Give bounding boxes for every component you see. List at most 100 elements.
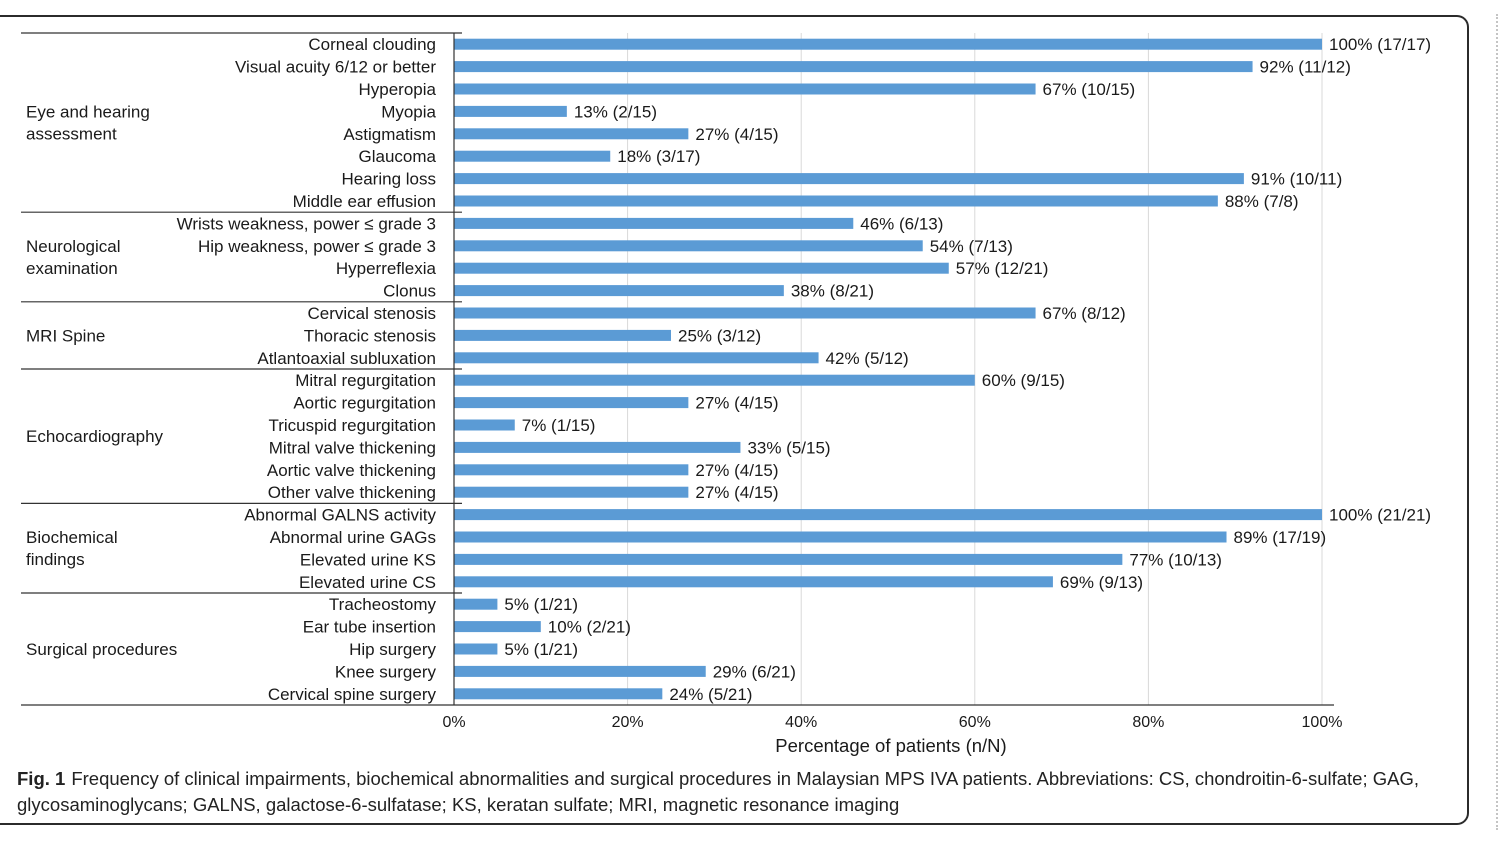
category-label: Other valve thickening	[268, 483, 436, 502]
data-label: 57% (12/21)	[956, 259, 1049, 278]
bar	[454, 128, 689, 140]
bar	[454, 105, 567, 117]
category-label: Knee surgery	[335, 662, 437, 681]
data-label: 88% (7/8)	[1225, 192, 1299, 211]
data-label: 27% (4/15)	[695, 461, 778, 480]
category-label: Cervical stenosis	[308, 304, 437, 323]
bar	[454, 61, 1253, 73]
category-label: Glaucoma	[359, 147, 437, 166]
category-label: Astigmatism	[343, 125, 436, 144]
bar	[454, 173, 1244, 185]
category-label: Myopia	[381, 102, 436, 121]
data-label: 89% (17/19)	[1234, 528, 1327, 547]
data-label: 27% (4/15)	[695, 483, 778, 502]
x-tick-label: 100%	[1302, 714, 1343, 731]
data-label: 54% (7/13)	[930, 237, 1013, 256]
category-label: Atlantoaxial subluxation	[257, 349, 436, 368]
bar	[454, 598, 498, 610]
bar	[454, 150, 611, 162]
data-label: 33% (5/15)	[747, 438, 830, 457]
group-label: MRI Spine	[26, 326, 105, 345]
data-label: 25% (3/12)	[678, 326, 761, 345]
data-label: 7% (1/15)	[522, 416, 596, 435]
data-label: 38% (8/21)	[791, 282, 874, 301]
category-label: Elevated urine CS	[299, 573, 436, 592]
data-label: 5% (1/21)	[504, 595, 578, 614]
bar	[454, 688, 663, 700]
bar	[454, 262, 949, 274]
category-label: Tracheostomy	[329, 595, 437, 614]
x-tick-label: 80%	[1132, 714, 1164, 731]
data-label: 29% (6/21)	[713, 662, 796, 681]
category-label: Hyperreflexia	[336, 259, 437, 278]
bar	[454, 621, 541, 633]
x-tick-label: 20%	[612, 714, 644, 731]
page-edge-divider	[1496, 14, 1498, 830]
data-label: 42% (5/12)	[826, 349, 909, 368]
bar	[454, 217, 854, 229]
x-tick-label: 60%	[959, 714, 991, 731]
category-label: Hyperopia	[359, 80, 437, 99]
category-label: Tricuspid regurgitation	[268, 416, 436, 435]
group-label: Surgical procedures	[26, 640, 177, 659]
category-label: Middle ear effusion	[293, 192, 436, 211]
category-label: Ear tube insertion	[303, 618, 436, 637]
bar	[454, 441, 741, 453]
category-label: Hip surgery	[349, 640, 436, 659]
data-label: 77% (10/13)	[1129, 550, 1222, 569]
category-label: Mitral regurgitation	[295, 371, 436, 390]
bar	[454, 307, 1036, 319]
bar	[454, 486, 689, 498]
data-label: 69% (9/13)	[1060, 573, 1143, 592]
x-tick-label: 0%	[442, 714, 465, 731]
category-label: Abnormal GALNS activity	[244, 506, 436, 525]
category-label: Wrists weakness, power ≤ grade 3	[177, 214, 436, 233]
category-label: Aortic valve thickening	[267, 461, 436, 480]
data-label: 67% (8/12)	[1043, 304, 1126, 323]
figure-frame	[0, 15, 1469, 825]
group-label: Neurological examination	[26, 237, 121, 278]
data-label: 13% (2/15)	[574, 102, 657, 121]
x-axis-title: Percentage of patients (n/N)	[775, 735, 1006, 756]
category-label: Hip weakness, power ≤ grade 3	[198, 237, 436, 256]
bar	[454, 464, 689, 476]
data-label: 27% (4/15)	[695, 125, 778, 144]
bar	[454, 397, 689, 409]
bar	[454, 285, 784, 297]
category-label: Elevated urine KS	[300, 550, 436, 569]
data-label: 67% (10/15)	[1043, 80, 1136, 99]
data-label: 10% (2/21)	[548, 618, 631, 637]
bar-chart: Corneal clouding 100% (17/17) Visual acuit…	[21, 32, 1431, 756]
data-label: 91% (10/11)	[1251, 170, 1342, 189]
category-label: Cervical spine surgery	[268, 685, 437, 704]
x-tick-label: 40%	[785, 714, 817, 731]
data-label: 18% (3/17)	[617, 147, 700, 166]
bar	[454, 643, 498, 655]
bar	[454, 352, 819, 364]
bar	[454, 195, 1218, 207]
data-label: 27% (4/15)	[695, 394, 778, 413]
category-label: Visual acuity 6/12 or better	[235, 58, 436, 77]
group-label: Eye and hearing assessment	[26, 103, 150, 144]
bar	[454, 665, 706, 677]
data-label: 100% (21/21)	[1329, 506, 1431, 525]
caption-label: Fig. 1	[17, 768, 66, 789]
bar	[454, 509, 1322, 521]
category-label: Mitral valve thickening	[269, 438, 436, 457]
data-label: 60% (9/15)	[982, 371, 1065, 390]
bar	[454, 83, 1036, 95]
data-label: 100% (17/17)	[1329, 35, 1431, 54]
bar	[454, 419, 515, 431]
category-label: Thoracic stenosis	[304, 326, 436, 345]
category-label: Abnormal urine GAGs	[270, 528, 436, 547]
caption-text: Frequency of clinical impairments, bioch…	[17, 768, 1420, 815]
data-label: 5% (1/21)	[504, 640, 578, 659]
category-label: Clonus	[383, 282, 436, 301]
category-label: Hearing loss	[342, 170, 437, 189]
bar	[454, 329, 671, 341]
category-label: Aortic regurgitation	[293, 394, 436, 413]
bar	[454, 38, 1322, 50]
bar	[454, 576, 1053, 588]
bar	[454, 240, 923, 252]
category-label: Corneal clouding	[308, 35, 436, 54]
